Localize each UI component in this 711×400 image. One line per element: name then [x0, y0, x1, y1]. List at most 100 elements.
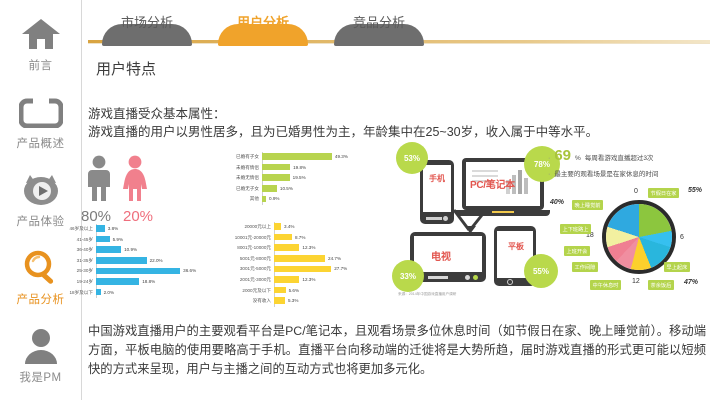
gender-percentages: 80% 20% [78, 208, 156, 225]
sidebar-item-product-analysis[interactable]: 产品分析 [0, 238, 82, 316]
bar-fill [274, 254, 326, 262]
stat-text: 每周看游戏直播超过3次 [584, 155, 654, 162]
bar-value-label: 12.3% [302, 245, 316, 251]
tab-pill [334, 24, 424, 46]
bar-row: 2000元及以下 5.6% [222, 286, 377, 295]
bar-fill [262, 174, 290, 181]
bar-track: 0.9% [262, 194, 377, 203]
bar-track: 10.5% [262, 184, 377, 193]
bar-category-label: 3001元-5000元 [239, 266, 271, 272]
pie-pct-before-sleep: 40% [550, 199, 565, 206]
bar-category-label: 19-24岁 [76, 278, 93, 284]
devices-source-note: 来源：2014年中国游戏直播用户调研 [398, 292, 457, 296]
bar-category-label: 36-40岁 [76, 247, 93, 253]
bar-category-label: 8001元-10000元 [237, 245, 271, 251]
chart-income-distribution: 20000元以上 3.4% 10001元-20000元 8.7% 8001元-10000… [222, 222, 377, 307]
pie-tag-after-meal: 茶余饭后 [648, 280, 674, 290]
sidebar-item-label: 产品分析 [16, 294, 65, 306]
bar-fill [274, 286, 286, 294]
bar-value-label: 24.7% [328, 255, 342, 261]
bullet-dot-icon: · [548, 155, 551, 162]
sidebar-item-overview[interactable]: 产品概述 [0, 82, 82, 160]
clock-num-6: 6 [680, 234, 684, 241]
intro-line-2: 游戏直播的用户以男性居多，且为已婚男性为主，年龄集中在25~30岁，收入属于中等… [88, 125, 599, 140]
bar-track: 27.7% [274, 264, 377, 273]
tab-market-analysis[interactable]: 市场分析 [94, 10, 200, 46]
bar-value-label: 8.7% [294, 234, 306, 240]
tv-device [410, 232, 486, 282]
bar-category-label: 其他 [249, 196, 259, 202]
bar-row: 20000元以上 3.4% [222, 222, 377, 231]
stat-unit: % [575, 155, 581, 162]
bar-row: 41-45岁 5.9% [62, 235, 212, 244]
bar-track: 5.6% [274, 286, 377, 295]
pie-tag-morning-wakeup: 早上起床 [664, 262, 690, 272]
stat-line-1: · 69 % 每周看游戏直播超过3次 [548, 148, 708, 163]
sidebar-item-experience[interactable]: 产品体验 [0, 160, 82, 238]
bar-fill [96, 288, 101, 296]
bar-category-label: 没有收入 [252, 298, 271, 304]
bar-fill [96, 278, 140, 285]
bar-track: 36.6% [96, 266, 212, 275]
pie-tag-work-gap: 工作间隙 [572, 262, 598, 272]
bar-value-label: 12.3% [302, 276, 316, 282]
bar-value-label: 2.0% [103, 289, 115, 295]
sidebar-item-preface[interactable]: 前言 [0, 4, 82, 82]
laptop-label: PC/笔记本 [470, 180, 515, 191]
tab-bar: 市场分析 用户分析 竞品分析 [88, 8, 708, 46]
laptop-base [456, 210, 550, 216]
bar-category-label: 2001元-3000元 [239, 276, 271, 282]
tab-label: 用户分析 [236, 15, 289, 30]
zzz-decoration: zZZ [700, 238, 711, 255]
sidebar-item-label: 我是PM [19, 372, 62, 384]
clock-num-0: 0 [634, 188, 638, 195]
bar-category-label: 5001元-8000元 [239, 255, 271, 261]
phone-label: 手机 [429, 174, 445, 183]
chart-age-distribution: 46岁及以上 3.8% 41-45岁 5.9% 36-40岁 10.9% 31-35岁 22.… [62, 224, 212, 299]
bar-fill [262, 195, 266, 203]
bar-row: 10001元-20000元 8.7% [222, 233, 377, 242]
bar-category-label: 10001元-20000元 [234, 234, 271, 240]
tab-user-analysis[interactable]: 用户分析 [210, 10, 316, 46]
bar-track: 2.0% [96, 288, 212, 297]
sidebar-item-i-am-pm[interactable]: 我是PM [0, 316, 82, 394]
clock-num-18: 18 [586, 232, 594, 239]
bar-track: 10.9% [96, 245, 212, 254]
tab-label: 竞品分析 [352, 15, 405, 30]
bar-fill [262, 184, 277, 192]
female-figure-icon [120, 155, 150, 206]
bar-row: 25-30岁 36.6% [62, 266, 212, 275]
bar-row: 5001元-8000元 24.7% [222, 254, 377, 263]
bar-category-label: 已婚有子女 [236, 154, 259, 159]
tab-competitor-analysis[interactable]: 竞品分析 [326, 10, 432, 46]
bar-track: 49.3% [262, 152, 377, 161]
page-title: 用户特点 [96, 61, 157, 78]
clock-num-12: 12 [632, 278, 640, 285]
bar-row: 36-40岁 10.9% [62, 245, 212, 254]
tv-percent-bubble: 33% [392, 260, 424, 292]
bar-row: 已婚无子女 10.5% [222, 184, 377, 193]
stat-big-number: 69 [554, 147, 572, 164]
device-usage-illustration: 手机 53% PC/笔记本 78% 电视 33% [392, 142, 568, 302]
bar-value-label: 10.9% [124, 247, 138, 253]
bar-fill [274, 233, 292, 241]
bar-value-label: 22.0% [149, 257, 163, 263]
bar-row: 3001元-5000元 27.7% [222, 264, 377, 273]
sidebar-item-label: 产品概述 [16, 138, 65, 150]
sidebar-item-label: 前言 [28, 60, 53, 72]
home-icon [18, 13, 64, 55]
pie-pct-after-meal: 47% [684, 279, 699, 286]
phone-percent-bubble: 53% [396, 142, 428, 174]
bar-value-label: 27.7% [334, 266, 348, 272]
bar-track: 22.0% [96, 256, 212, 265]
tab-pill [102, 24, 192, 46]
bar-row: 18岁及以下 2.0% [62, 288, 212, 297]
bar-value-label: 36.6% [183, 268, 197, 274]
gender-figures [78, 155, 156, 206]
male-figure-icon [84, 155, 114, 206]
bar-category-label: 41-45岁 [76, 236, 93, 242]
bar-category-label: 18岁及以下 [69, 289, 94, 295]
bar-value-label: 3.4% [284, 224, 295, 229]
bar-row: 2001元-3000元 12.3% [222, 275, 377, 284]
